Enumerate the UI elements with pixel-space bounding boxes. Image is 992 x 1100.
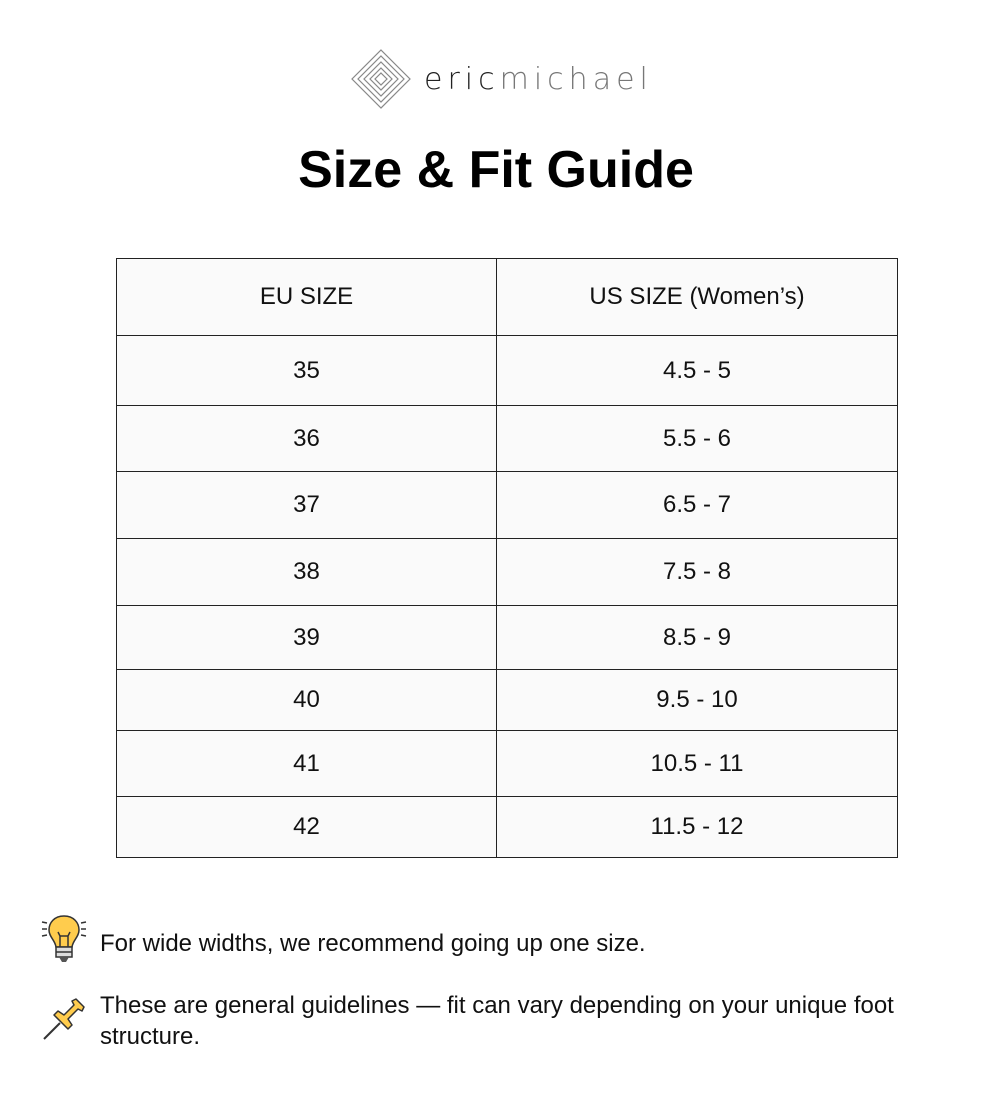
us-cell: 11.5 - 12 bbox=[496, 796, 898, 858]
note-wide-widths: For wide widths, we recommend going up o… bbox=[100, 930, 646, 957]
brand-part1: eric bbox=[424, 61, 500, 97]
table-row: 38 7.5 - 8 bbox=[116, 538, 898, 606]
table-row: 35 4.5 - 5 bbox=[116, 335, 898, 406]
us-cell: 7.5 - 8 bbox=[496, 538, 898, 606]
brand-name: ericmichael bbox=[424, 62, 653, 97]
eu-cell: 40 bbox=[116, 669, 497, 731]
size-table: EU SIZE US SIZE (Women’s) 35 4.5 - 5 36 5.… bbox=[116, 258, 898, 858]
eu-cell: 42 bbox=[116, 796, 497, 858]
table-row: 40 9.5 - 10 bbox=[116, 669, 898, 731]
us-cell: 8.5 - 9 bbox=[496, 605, 898, 670]
eu-cell: 38 bbox=[116, 538, 497, 606]
table-row: 37 6.5 - 7 bbox=[116, 471, 898, 539]
brand-part2: michael bbox=[499, 61, 653, 97]
table-row: 36 5.5 - 6 bbox=[116, 405, 898, 472]
table-row: 41 10.5 - 11 bbox=[116, 730, 898, 797]
eu-cell: 36 bbox=[116, 405, 497, 472]
diamond-logo-icon bbox=[351, 49, 411, 109]
lightbulb-icon bbox=[41, 915, 87, 962]
header-us-size: US SIZE (Women’s) bbox=[496, 258, 898, 336]
eu-cell: 39 bbox=[116, 605, 497, 670]
eu-cell: 37 bbox=[116, 471, 497, 539]
table-row: 39 8.5 - 9 bbox=[116, 605, 898, 670]
brand-logo: ericmichael bbox=[350, 48, 653, 110]
header-eu-size: EU SIZE bbox=[116, 258, 497, 336]
table-row: 42 11.5 - 12 bbox=[116, 796, 898, 858]
us-cell: 5.5 - 6 bbox=[496, 405, 898, 472]
us-cell: 4.5 - 5 bbox=[496, 335, 898, 406]
table-header-row: EU SIZE US SIZE (Women’s) bbox=[116, 258, 898, 336]
us-cell: 6.5 - 7 bbox=[496, 471, 898, 539]
us-cell: 9.5 - 10 bbox=[496, 669, 898, 731]
eu-cell: 41 bbox=[116, 730, 497, 797]
note-guidelines: These are general guidelines — fit can v… bbox=[100, 992, 894, 1050]
eu-cell: 35 bbox=[116, 335, 497, 406]
page-title: Size & Fit Guide bbox=[298, 141, 694, 199]
us-cell: 10.5 - 11 bbox=[496, 730, 898, 797]
pushpin-icon bbox=[43, 998, 85, 1040]
